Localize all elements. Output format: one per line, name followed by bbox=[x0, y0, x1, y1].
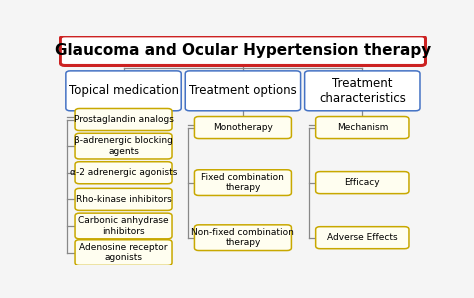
FancyBboxPatch shape bbox=[185, 71, 301, 111]
Text: Fixed combination
therapy: Fixed combination therapy bbox=[201, 173, 284, 192]
FancyBboxPatch shape bbox=[305, 71, 420, 111]
Text: Adverse Effects: Adverse Effects bbox=[327, 233, 398, 242]
Text: β-adrenergic blocking
agents: β-adrenergic blocking agents bbox=[74, 136, 173, 156]
FancyBboxPatch shape bbox=[75, 133, 172, 159]
FancyBboxPatch shape bbox=[316, 117, 409, 139]
Text: Topical medication: Topical medication bbox=[69, 84, 179, 97]
FancyBboxPatch shape bbox=[75, 213, 172, 239]
FancyBboxPatch shape bbox=[316, 172, 409, 194]
Text: Rho-kinase inhibitors: Rho-kinase inhibitors bbox=[76, 195, 172, 204]
FancyBboxPatch shape bbox=[75, 162, 172, 184]
FancyBboxPatch shape bbox=[194, 225, 292, 251]
FancyBboxPatch shape bbox=[60, 36, 426, 66]
FancyBboxPatch shape bbox=[75, 188, 172, 210]
FancyBboxPatch shape bbox=[75, 240, 172, 266]
FancyBboxPatch shape bbox=[194, 170, 292, 195]
Text: Carbonic anhydrase
inhibitors: Carbonic anhydrase inhibitors bbox=[78, 216, 169, 236]
Text: Glaucoma and Ocular Hypertension therapy: Glaucoma and Ocular Hypertension therapy bbox=[55, 43, 431, 58]
Text: Prostaglandin analogs: Prostaglandin analogs bbox=[73, 115, 173, 124]
FancyBboxPatch shape bbox=[75, 108, 172, 131]
FancyBboxPatch shape bbox=[316, 227, 409, 249]
FancyBboxPatch shape bbox=[194, 117, 292, 139]
Text: Adenosine receptor
agonists: Adenosine receptor agonists bbox=[79, 243, 168, 262]
Text: α-2 adrenergic agonists: α-2 adrenergic agonists bbox=[70, 168, 177, 177]
Text: Non-fixed combination
therapy: Non-fixed combination therapy bbox=[191, 228, 294, 247]
FancyBboxPatch shape bbox=[66, 71, 181, 111]
Text: Treatment options: Treatment options bbox=[189, 84, 297, 97]
Text: Treatment
characteristics: Treatment characteristics bbox=[319, 77, 406, 105]
Text: Monotherapy: Monotherapy bbox=[213, 123, 273, 132]
Text: Efficacy: Efficacy bbox=[345, 178, 380, 187]
Text: Mechanism: Mechanism bbox=[337, 123, 388, 132]
